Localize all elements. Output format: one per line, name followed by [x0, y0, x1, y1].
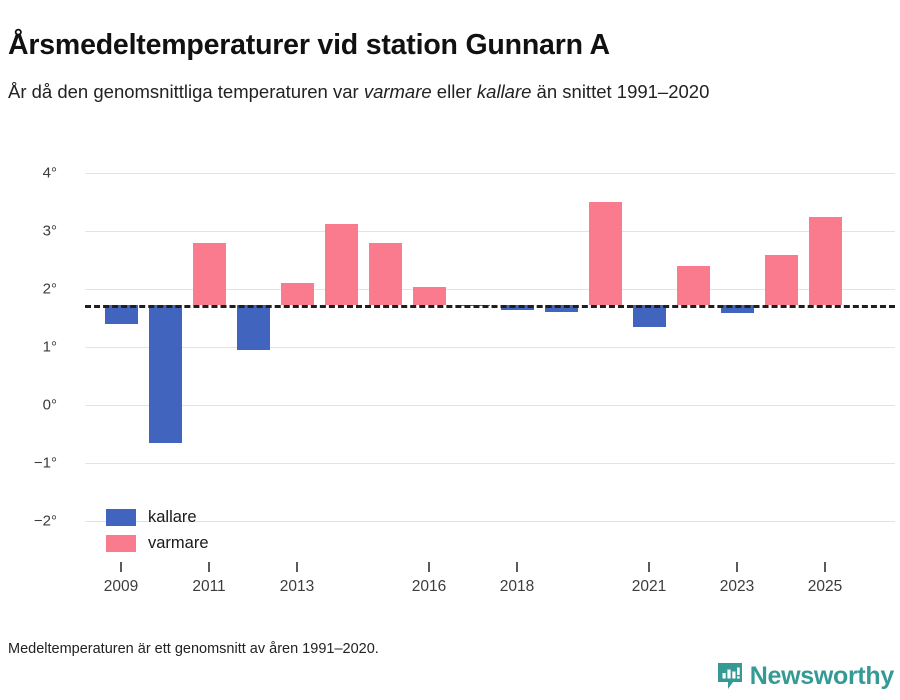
bar-2023[interactable]	[720, 304, 754, 314]
legend-label: varmare	[148, 533, 209, 552]
bar-2013[interactable]	[280, 283, 314, 305]
x-axis-tick	[648, 562, 650, 572]
x-axis-tick-label: 2011	[192, 578, 226, 595]
y-axis-tick-label: −2°	[33, 512, 57, 530]
reference-line	[85, 304, 895, 308]
bar-2011[interactable]	[192, 242, 226, 305]
y-axis-tick-label: 1°	[42, 338, 57, 356]
subtitle-emphasis-1: varmare	[363, 81, 432, 102]
gridline	[85, 405, 895, 406]
bar-2009[interactable]	[104, 304, 138, 324]
bar-2021[interactable]	[632, 304, 666, 327]
newsworthy-logo: Newsworthy	[717, 662, 894, 690]
bar-2025[interactable]	[808, 216, 842, 305]
bar-2014[interactable]	[324, 224, 358, 305]
x-axis-tick	[120, 562, 122, 572]
bar-2020[interactable]	[588, 202, 622, 305]
bar-2024[interactable]	[764, 255, 798, 305]
subtitle-text-4: än snittet 1991–2020	[531, 81, 710, 102]
x-axis-tick	[208, 562, 210, 572]
gridline	[85, 347, 895, 348]
subtitle-emphasis-3: kallare	[476, 81, 532, 102]
legend-label: kallare	[148, 507, 197, 526]
subtitle-text-0: År då den genomsnittliga temperaturen va…	[8, 81, 364, 102]
x-axis-tick	[824, 562, 826, 572]
y-axis-tick-label: 0°	[42, 396, 57, 414]
legend-item-varmare[interactable]: varmare	[106, 530, 209, 556]
x-axis-tick-label: 2018	[499, 578, 535, 595]
y-axis-tick-label: −1°	[33, 454, 57, 472]
chart-legend: kallare varmare	[106, 504, 209, 556]
brand-name: Newsworthy	[749, 661, 895, 690]
gridline	[85, 521, 895, 522]
y-axis-tick-label: 2°	[42, 280, 57, 298]
page-subtitle: År då den genomsnittliga temperaturen va…	[8, 78, 878, 106]
plot-area: 4° 3° 2° 1° 0° −1° −2°	[34, 165, 895, 530]
page-title: Årsmedeltemperaturer vid station Gunnarn…	[8, 29, 610, 62]
legend-swatch-kallare	[106, 508, 136, 526]
legend-item-kallare[interactable]: kallare	[106, 504, 209, 530]
x-axis-tick	[428, 562, 430, 572]
y-axis-tick-label: 4°	[42, 164, 57, 182]
x-axis-tick	[516, 562, 518, 572]
x-axis-tick-label: 2013	[279, 578, 315, 595]
subtitle-text-2: eller	[431, 81, 477, 102]
x-axis-tick-label: 2021	[631, 578, 667, 595]
bar-chart-bubble-icon	[717, 663, 742, 689]
gridline	[85, 463, 895, 464]
gridline	[85, 231, 895, 232]
x-axis-tick-label: 2023	[719, 578, 755, 595]
gridline	[85, 289, 895, 290]
legend-swatch-varmare	[106, 534, 136, 552]
x-axis-tick	[296, 562, 298, 572]
gridline	[85, 173, 895, 174]
bar-2010[interactable]	[148, 304, 182, 443]
x-axis-tick-label: 2025	[807, 578, 843, 595]
bar-2016[interactable]	[412, 287, 446, 305]
y-axis-tick-label: 3°	[42, 222, 57, 240]
bar-2015[interactable]	[368, 242, 402, 305]
bar-2012[interactable]	[236, 304, 270, 350]
bar-2019[interactable]	[544, 304, 578, 313]
x-axis-tick-label: 2009	[103, 578, 139, 595]
bar-2022[interactable]	[676, 265, 710, 305]
x-axis-tick-label: 2016	[411, 578, 447, 595]
footnote: Medeltemperaturen är ett genomsnitt av å…	[8, 641, 379, 657]
x-axis-tick	[736, 562, 738, 572]
